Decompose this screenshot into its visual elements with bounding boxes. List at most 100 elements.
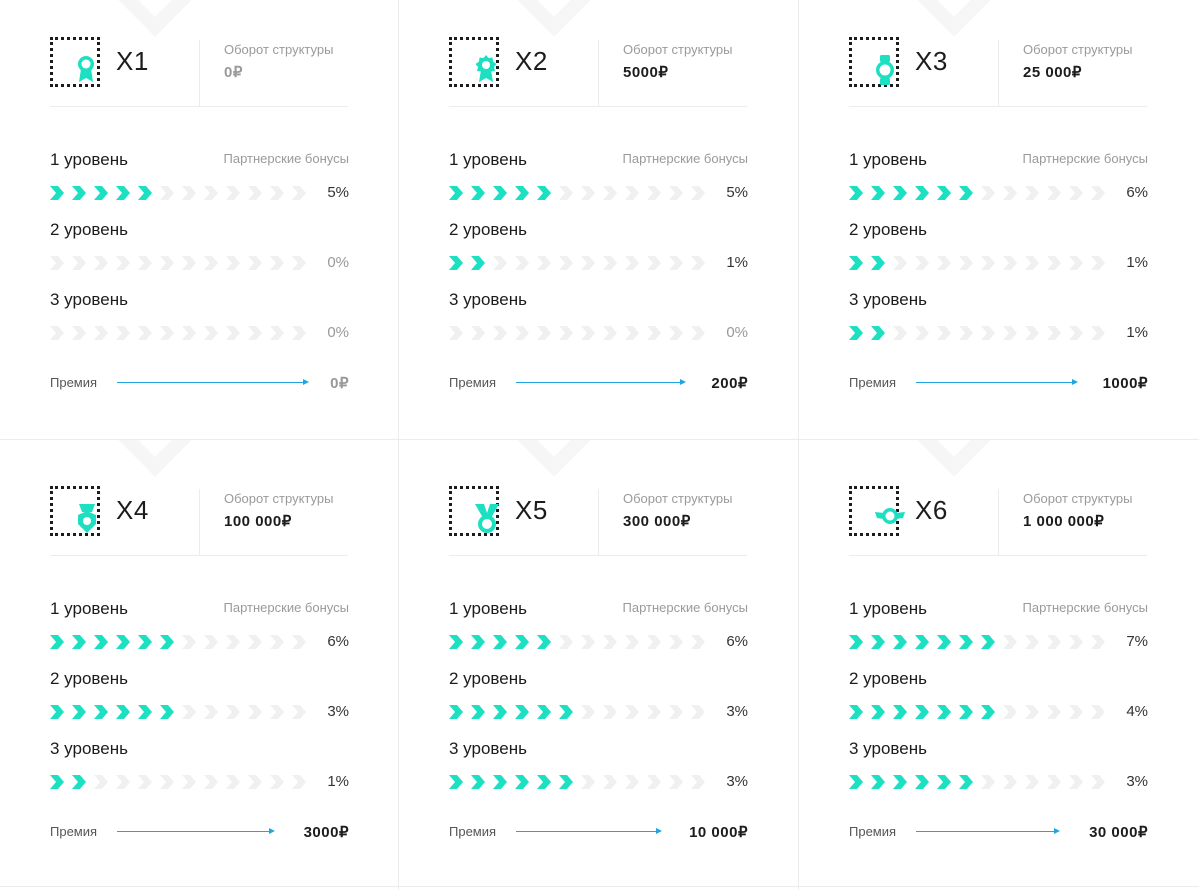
progress-chevron <box>581 705 595 719</box>
progress-chevron <box>138 775 152 789</box>
progress-chevron <box>515 256 529 270</box>
column-divider <box>398 0 399 890</box>
turnover-value: 25 000₽ <box>1023 64 1082 81</box>
progress-chevron <box>849 256 863 270</box>
level-1-progress <box>849 185 1109 201</box>
level-title: X1 <box>116 46 149 76</box>
progress-chevron <box>226 635 240 649</box>
premium-value: 0₽ <box>330 375 349 392</box>
progress-chevron <box>1091 775 1105 789</box>
level-1-label: 1 уровень <box>849 599 927 618</box>
header-divider <box>199 489 200 555</box>
progress-chevron <box>1025 635 1039 649</box>
progress-chevron <box>1047 635 1061 649</box>
progress-chevron <box>981 256 995 270</box>
partner-bonuses-label: Партнерские бонусы <box>223 600 349 615</box>
progress-chevron <box>471 705 485 719</box>
turnover-value: 1 000 000₽ <box>1023 513 1105 530</box>
premium-label: Премия <box>849 375 897 390</box>
level-2-percent: 4% <box>1126 703 1148 720</box>
progress-chevron <box>1047 705 1061 719</box>
level-card-x3: X3 Оборот структуры 25 000₽ Партнерские бон… <box>799 0 1199 440</box>
progress-chevron <box>1069 256 1083 270</box>
decorative-chevron <box>890 440 1018 477</box>
progress-chevron <box>204 326 218 340</box>
progress-chevron <box>581 775 595 789</box>
header-divider <box>199 40 200 106</box>
progress-chevron <box>138 705 152 719</box>
progress-chevron <box>160 186 174 200</box>
progress-chevron <box>116 705 130 719</box>
progress-chevron <box>449 256 463 270</box>
progress-chevron <box>72 186 86 200</box>
progress-chevron <box>893 186 907 200</box>
level-title: X2 <box>515 46 548 76</box>
progress-chevron <box>160 256 174 270</box>
level-badge <box>449 486 499 536</box>
progress-chevron <box>1069 775 1083 789</box>
level-badge <box>449 37 499 87</box>
level-1-progress <box>849 634 1109 650</box>
bottom-divider <box>0 886 1199 887</box>
progress-chevron <box>669 705 683 719</box>
progress-chevron <box>1069 186 1083 200</box>
level-3-percent: 0% <box>327 324 349 341</box>
level-2-percent: 0% <box>327 254 349 271</box>
progress-chevron <box>493 326 507 340</box>
progress-chevron <box>603 775 617 789</box>
progress-chevron <box>204 635 218 649</box>
level-2-label: 2 уровень <box>849 220 927 239</box>
progress-chevron <box>94 775 108 789</box>
level-2-percent: 3% <box>327 703 349 720</box>
progress-chevron <box>182 256 196 270</box>
progress-chevron <box>1069 635 1083 649</box>
progress-chevron <box>449 326 463 340</box>
progress-chevron <box>138 186 152 200</box>
progress-chevron <box>50 635 64 649</box>
level-1-percent: 5% <box>327 184 349 201</box>
progress-chevron <box>603 705 617 719</box>
progress-chevron <box>981 775 995 789</box>
column-divider <box>798 0 799 890</box>
level-2-percent: 1% <box>1126 254 1148 271</box>
progress-chevron <box>893 705 907 719</box>
partner-bonuses-label: Партнерские бонусы <box>1022 600 1148 615</box>
level-card-x1: X1 Оборот структуры 0₽ Партнерские бонусы 1 … <box>0 0 400 440</box>
progress-chevron <box>471 326 485 340</box>
level-title: X3 <box>915 46 948 76</box>
level-1-progress <box>50 185 310 201</box>
progress-chevron <box>248 705 262 719</box>
level-title: X6 <box>915 495 948 525</box>
progress-chevron <box>871 705 885 719</box>
progress-chevron <box>1025 775 1039 789</box>
progress-chevron <box>449 186 463 200</box>
decorative-chevron <box>91 0 219 37</box>
progress-chevron <box>559 186 573 200</box>
progress-chevron <box>559 705 573 719</box>
progress-chevron <box>94 326 108 340</box>
premium-value: 200₽ <box>711 375 748 392</box>
level-1-label: 1 уровень <box>449 150 527 169</box>
level-3-label: 3 уровень <box>449 290 527 309</box>
level-1-percent: 6% <box>726 633 748 650</box>
progress-chevron <box>691 326 705 340</box>
progress-chevron <box>1091 326 1105 340</box>
progress-chevron <box>691 705 705 719</box>
header-underline <box>449 555 747 556</box>
progress-chevron <box>493 705 507 719</box>
progress-chevron <box>581 635 595 649</box>
progress-chevron <box>50 326 64 340</box>
progress-chevron <box>138 326 152 340</box>
level-badge <box>50 486 100 536</box>
turnover-value: 100 000₽ <box>224 513 292 530</box>
progress-chevron <box>94 635 108 649</box>
progress-chevron <box>1003 775 1017 789</box>
progress-chevron <box>94 256 108 270</box>
progress-chevron <box>625 326 639 340</box>
progress-chevron <box>493 256 507 270</box>
progress-chevron <box>50 256 64 270</box>
decorative-chevron <box>890 0 1018 37</box>
progress-chevron <box>248 326 262 340</box>
progress-chevron <box>959 256 973 270</box>
turnover-label: Оборот структуры <box>1023 42 1133 57</box>
